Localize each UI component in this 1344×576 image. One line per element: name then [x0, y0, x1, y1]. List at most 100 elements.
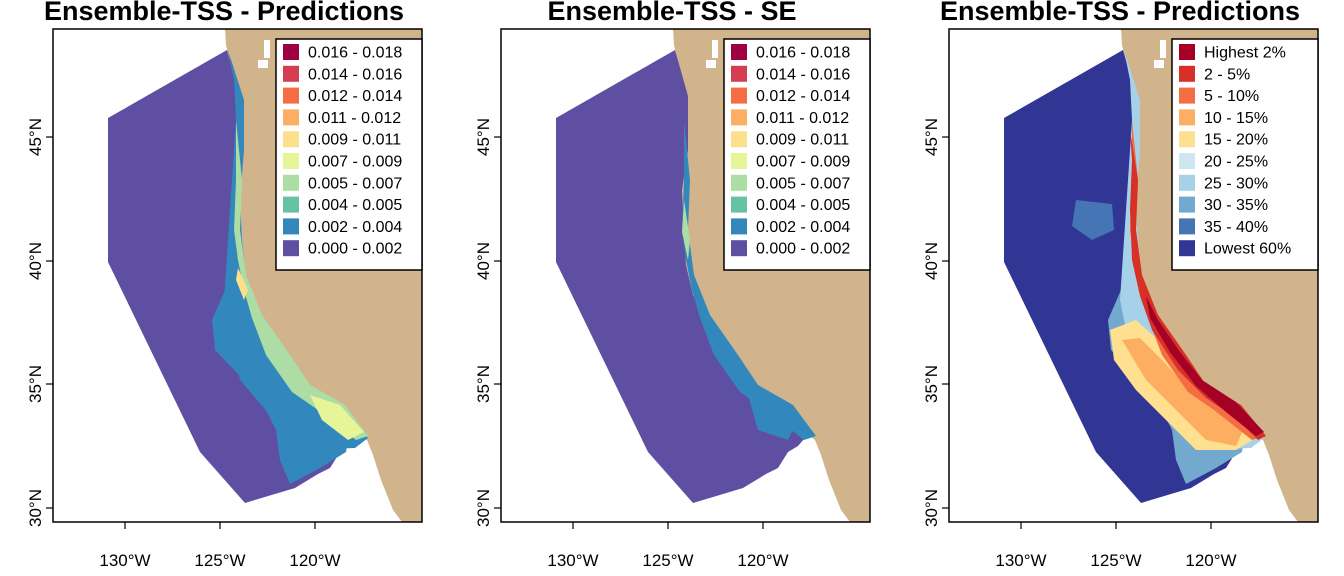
y-tick-label: 45°N: [922, 118, 941, 156]
y-tick-label: 30°N: [922, 489, 941, 527]
value-band-peak: [236, 268, 248, 300]
legend-swatch: [1179, 240, 1195, 257]
legend-swatch: [731, 131, 747, 148]
y-tick-label: 35°N: [922, 365, 941, 403]
plot-frame: [948, 28, 1319, 523]
legend-swatch: [283, 87, 299, 104]
legend-swatch: [1179, 65, 1195, 82]
percentile-map: 30°N 35°N 40°N 45°N 130°W 125°W 120°W Highest 2…: [922, 28, 1319, 570]
map-panel-predictions: Ensemble-TSS - Predictions 30°N 35°N 40°N 4…: [0, 0, 448, 576]
legend-swatch: [283, 131, 299, 148]
legend-box: [1171, 38, 1319, 271]
value-band: [224, 50, 368, 450]
legend-label: 0.016 - 0.018: [308, 45, 402, 62]
legend-swatch: [731, 174, 747, 191]
y-tick-label: 40°N: [474, 242, 493, 280]
legend-swatch: [283, 174, 299, 191]
legend-label: 0.007 - 0.009: [756, 154, 850, 171]
legend-label: 5 - 10%: [1204, 88, 1259, 105]
x-tick-label: 125°W: [1090, 551, 1141, 570]
prediction-map: 30°N 35°N 40°N 45°N 130°W 125°W 120°W 0.016 - 0…: [26, 28, 423, 570]
se-band: [682, 120, 816, 440]
legend-swatch: [283, 65, 299, 82]
se-band-south: [748, 395, 798, 440]
strait-gap: [706, 60, 716, 68]
legend-label: 30 - 35%: [1204, 197, 1268, 214]
legend-label: 0.012 - 0.014: [756, 88, 850, 105]
y-tick-label: 35°N: [474, 365, 493, 403]
y-tick-label: 35°N: [26, 365, 45, 403]
legend-label: 0.005 - 0.007: [308, 175, 402, 192]
legend-label: 0.000 - 0.002: [308, 241, 402, 258]
strait-gap: [258, 60, 268, 68]
rank-offshore-blob: [1072, 200, 1114, 240]
y-tick-label: 45°N: [474, 118, 493, 156]
legend-label: 0.011 - 0.012: [756, 110, 849, 127]
value-band-hot: [310, 395, 364, 440]
x-tick-label: 120°W: [1185, 551, 1236, 570]
legend-swatch: [1179, 44, 1195, 60]
legend-label: 0.004 - 0.005: [756, 197, 850, 214]
se-band-near: [682, 200, 690, 260]
legend-label: 0.011 - 0.012: [308, 110, 401, 127]
value-band-near: [234, 120, 368, 440]
rank-band-top: [1146, 296, 1264, 436]
legend-label: 0.005 - 0.007: [756, 175, 850, 192]
legend-swatch: [1179, 196, 1195, 213]
strait-gap: [712, 40, 718, 58]
panel-title: Ensemble-TSS - Predictions: [939, 0, 1301, 26]
legend-label: 0.004 - 0.005: [308, 197, 402, 214]
legend-swatch: [283, 109, 299, 126]
legend-swatch: [731, 87, 747, 104]
x-tick-label: 130°W: [547, 551, 598, 570]
legend-label: 20 - 25%: [1204, 154, 1268, 171]
y-tick-label: 40°N: [922, 242, 941, 280]
legend-label: 0.014 - 0.016: [308, 66, 402, 83]
legend: 0.016 - 0.018 0.014 - 0.016 0.012 - 0.014 0…: [275, 38, 423, 271]
legend-label: 25 - 30%: [1204, 175, 1268, 192]
legend-swatch: [1179, 109, 1195, 126]
legend-swatch: [1179, 218, 1195, 235]
legend-swatch: [283, 240, 299, 257]
plot-frame: [52, 28, 423, 523]
x-tick-label: 130°W: [995, 551, 1046, 570]
legend-swatch: [731, 218, 747, 235]
x-tick-label: 130°W: [99, 551, 150, 570]
x-tick-label: 120°W: [289, 551, 340, 570]
legend-label: 0.000 - 0.002: [756, 241, 850, 258]
legend-box: [723, 38, 871, 271]
legend: 0.016 - 0.018 0.014 - 0.016 0.012 - 0.014 0…: [723, 38, 871, 271]
y-tick-label: 45°N: [26, 118, 45, 156]
legend-swatch: [283, 44, 299, 60]
legend-label: 0.002 - 0.004: [756, 219, 850, 236]
legend-label: 0.009 - 0.011: [308, 132, 401, 149]
y-tick-label: 30°N: [26, 489, 45, 527]
legend-label: 2 - 5%: [1204, 66, 1250, 83]
x-tick-label: 125°W: [194, 551, 245, 570]
legend-label: 0.007 - 0.009: [308, 154, 402, 171]
legend: Highest 2% 2 - 5% 5 - 10% 10 - 15% 15 - 20% 2…: [1171, 38, 1319, 271]
legend-swatch: [731, 196, 747, 213]
legend-swatch: [283, 196, 299, 213]
legend-label: Highest 2%: [1204, 45, 1286, 62]
legend-label: 0.014 - 0.016: [756, 66, 850, 83]
legend-swatch: [731, 109, 747, 126]
se-map: 30°N 35°N 40°N 45°N 130°W 125°W 120°W 0.016 - 0…: [474, 28, 871, 570]
legend-label: 10 - 15%: [1204, 110, 1268, 127]
legend-label: 0.009 - 0.011: [756, 132, 849, 149]
legend-label: Lowest 60%: [1204, 241, 1291, 258]
strait-gap: [264, 40, 270, 58]
legend-label: 0.012 - 0.014: [308, 88, 402, 105]
map-panel-rank: Ensemble-TSS - Predictions 30°N 35°N 40°N 4…: [896, 0, 1344, 576]
x-tick-label: 125°W: [642, 551, 693, 570]
legend-swatch: [731, 153, 747, 169]
strait-gap: [1154, 60, 1164, 68]
legend-swatch: [283, 153, 299, 169]
strait-gap: [1160, 40, 1166, 58]
rank-band-15: [1122, 338, 1244, 446]
legend-label: 0.002 - 0.004: [308, 219, 402, 236]
legend-label: 15 - 20%: [1204, 132, 1268, 149]
plot-frame: [500, 28, 871, 523]
legend-swatch: [731, 65, 747, 82]
legend-swatch: [1179, 153, 1195, 169]
